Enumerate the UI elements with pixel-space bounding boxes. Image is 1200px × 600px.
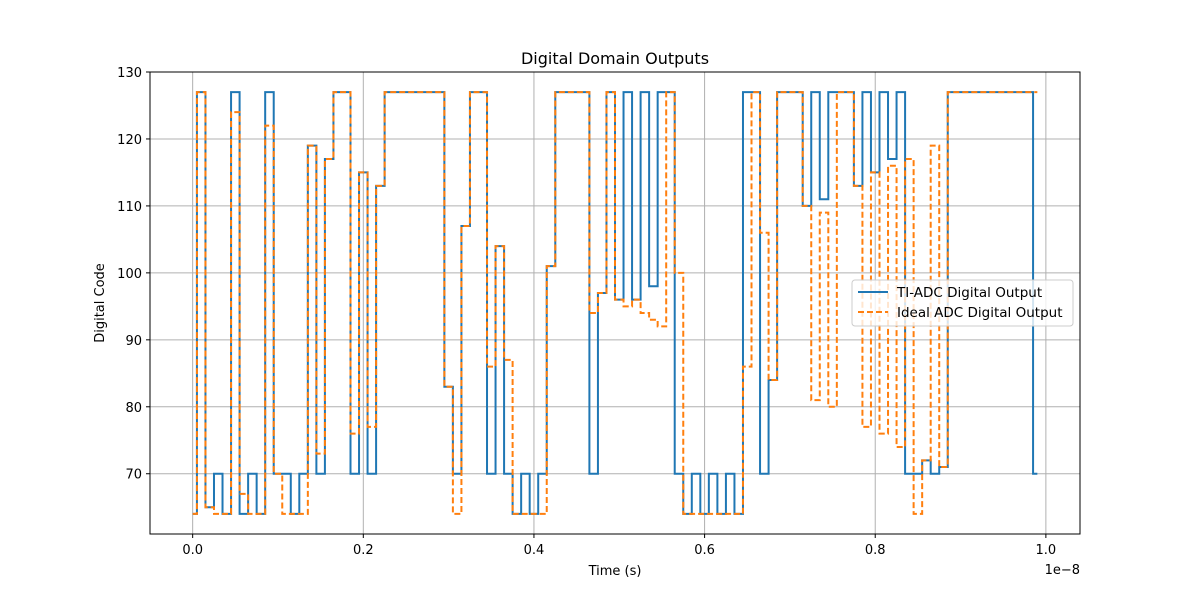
legend: TI-ADC Digital Output Ideal ADC Digital … bbox=[851, 279, 1074, 327]
legend-box bbox=[851, 279, 1074, 327]
chart-title: Digital Domain Outputs bbox=[521, 49, 709, 68]
series-ideal-adc-line bbox=[192, 91, 1038, 515]
legend-label-ti-adc: TI-ADC Digital Output bbox=[896, 285, 1042, 301]
x-tick-label: 1.0 bbox=[1036, 543, 1057, 558]
y-tick-label: 90 bbox=[125, 334, 142, 349]
x-axis-offset-text: 1e−8 bbox=[1045, 563, 1080, 578]
y-tick-label: 130 bbox=[117, 66, 142, 81]
x-tick-label: 0.6 bbox=[694, 543, 715, 558]
y-tick-label: 100 bbox=[117, 267, 142, 282]
y-tick-label: 70 bbox=[125, 468, 142, 483]
x-tick-label: 0.4 bbox=[524, 543, 545, 558]
y-tick-label: 120 bbox=[117, 133, 142, 148]
x-tick-label: 0.0 bbox=[182, 543, 203, 558]
y-axis-label: Digital Code bbox=[93, 263, 108, 343]
x-tick-label: 0.2 bbox=[353, 543, 374, 558]
y-tick-label: 110 bbox=[117, 200, 142, 215]
y-tick-label: 80 bbox=[125, 401, 142, 416]
plot-frame bbox=[149, 71, 1081, 535]
series-layer bbox=[192, 91, 1038, 515]
legend-label-ideal-adc: Ideal ADC Digital Output bbox=[897, 305, 1063, 321]
ticks: 0.0 0.2 0.4 0.6 0.8 1.0 70 80 90 100 110 120 130 bbox=[117, 66, 1056, 558]
x-axis-label: Time (s) bbox=[588, 564, 642, 579]
x-tick-label: 0.8 bbox=[865, 543, 886, 558]
